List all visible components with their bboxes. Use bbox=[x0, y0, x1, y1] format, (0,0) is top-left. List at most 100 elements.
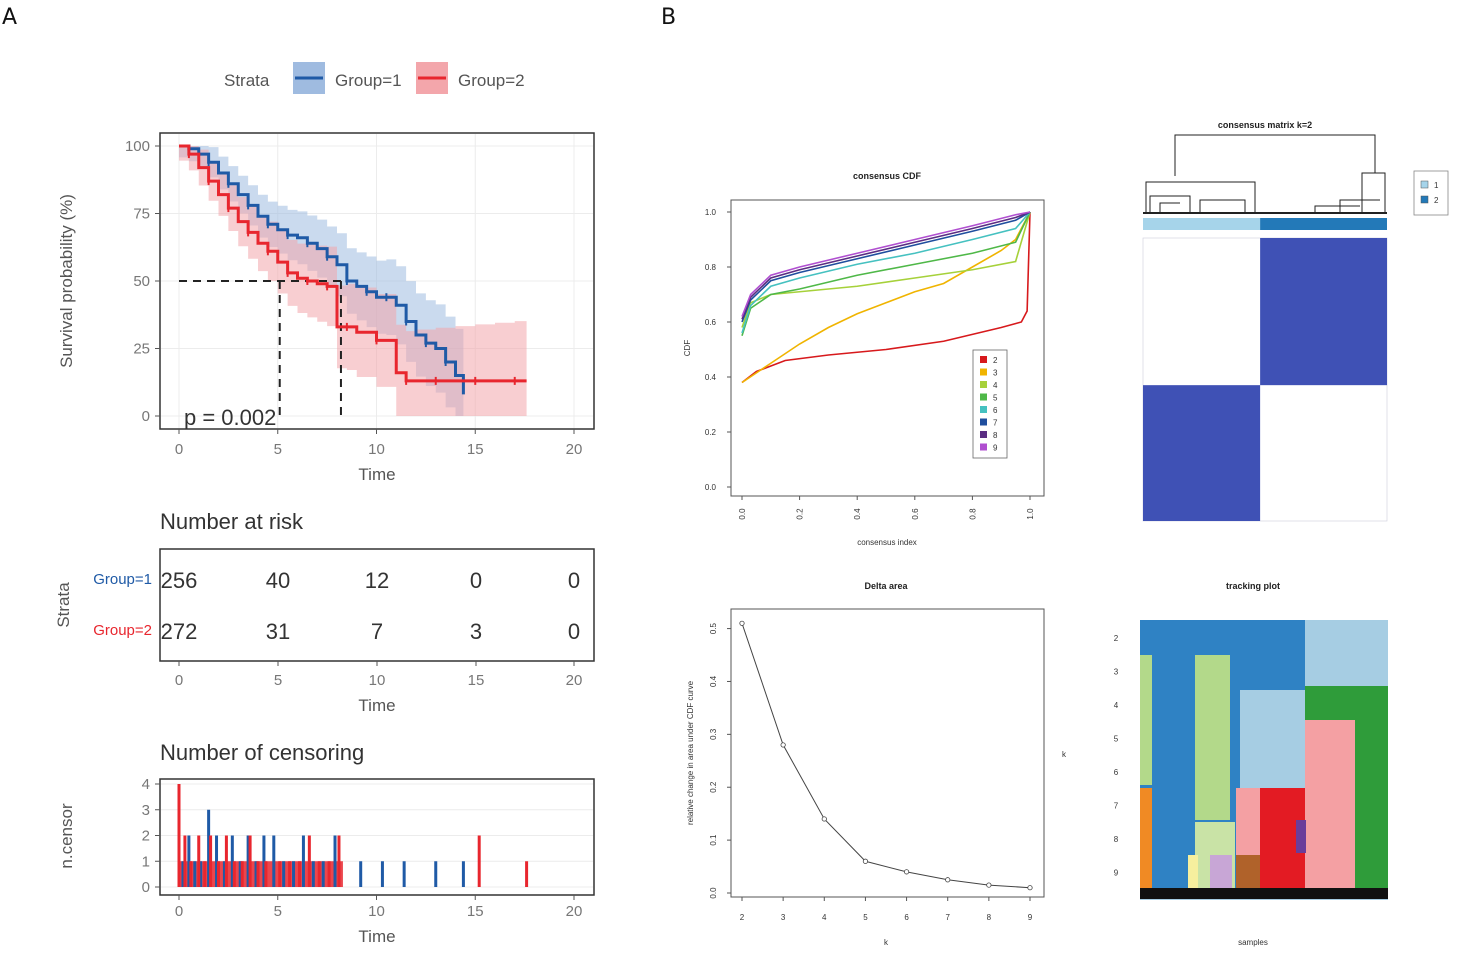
censor-bar-group2 bbox=[264, 861, 268, 887]
cdf-legend-label: 3 bbox=[993, 369, 998, 378]
censor-bar-group1 bbox=[380, 861, 384, 887]
matrix-legend-label-1: 1 bbox=[1434, 181, 1439, 190]
cdf-legend-swatch bbox=[980, 431, 987, 438]
risk-cell: 7 bbox=[371, 619, 383, 644]
censor-bar-group2 bbox=[327, 861, 331, 887]
km-ytick-label: 100 bbox=[125, 138, 150, 155]
censor-bar-group2 bbox=[232, 861, 236, 887]
cdf-legend-swatch bbox=[980, 406, 987, 413]
cdf-title: consensus CDF bbox=[853, 171, 922, 181]
delta-xtick-label: 6 bbox=[904, 913, 909, 922]
censor-ytick-label: 2 bbox=[142, 828, 150, 845]
cdf-legend-swatch bbox=[980, 381, 987, 388]
delta-ytick-label: 0.1 bbox=[709, 834, 718, 846]
cdf-curve-k6 bbox=[741, 211, 1031, 334]
censor-xtick-label: 0 bbox=[175, 903, 183, 920]
delta-ylabel: relative change in area under CDF curve bbox=[686, 680, 695, 825]
tracking-row-label: 7 bbox=[1114, 802, 1119, 811]
delta-xticks: 2 3 4 5 6 7 8 9 bbox=[740, 897, 1033, 922]
cdf-legend-swatch bbox=[980, 393, 987, 401]
censor-bar-group2 bbox=[278, 861, 282, 887]
risk-cell: 40 bbox=[266, 568, 290, 593]
km-curve-group1 bbox=[179, 144, 465, 395]
km-xtick-label: 10 bbox=[368, 441, 385, 458]
risk-table-title: Number at risk bbox=[160, 509, 304, 534]
risk-row-label: Group=1 bbox=[93, 571, 152, 588]
legend-label-group1: Group=1 bbox=[335, 71, 402, 90]
cdf-ytick-label: 0.6 bbox=[705, 318, 717, 327]
delta-xtick-label: 9 bbox=[1028, 913, 1033, 922]
dendro-root bbox=[1174, 134, 1376, 176]
delta-point bbox=[945, 877, 951, 883]
delta-ytick-label: 0.4 bbox=[709, 675, 718, 687]
risk-xtick-label: 10 bbox=[369, 672, 386, 689]
cdf-plot: consensus CDF 0.0 0.2 0.4 0.6 0.8 1.0 0.00.20… bbox=[683, 171, 1045, 547]
delta-ytick-label: 0.0 bbox=[709, 887, 718, 899]
km-curve-group2 bbox=[179, 144, 527, 383]
censor-bar-group1 bbox=[246, 835, 250, 887]
cdf-xtick-label: 0.4 bbox=[853, 508, 862, 520]
risk-cell: 272 bbox=[161, 619, 198, 644]
delta-area-plot: Delta area 2 3 4 5 6 7 8 9 0.0 0.1 0.2 0.3 0.4 0.5 k… bbox=[686, 581, 1045, 947]
censor-bar-group2 bbox=[337, 835, 341, 887]
censor-bar-group1 bbox=[193, 861, 197, 887]
tracking-xlabel: samples bbox=[1238, 938, 1268, 947]
tracking-row-label: 2 bbox=[1114, 634, 1119, 643]
tracking-title: tracking plot bbox=[1226, 581, 1280, 591]
cdf-xlabel: consensus index bbox=[857, 538, 917, 547]
censor-bar-group2 bbox=[256, 861, 260, 887]
censor-bar-group1 bbox=[222, 861, 226, 887]
censor-bar-group2 bbox=[307, 835, 311, 887]
censor-bar-group1 bbox=[311, 861, 315, 887]
cdf-ytick-label: 1.0 bbox=[705, 208, 717, 217]
delta-ytick-label: 0.2 bbox=[709, 781, 718, 793]
risk-xtick-label: 20 bbox=[566, 672, 583, 689]
cdf-curve-k3 bbox=[741, 211, 1031, 384]
censor-xtick-label: 10 bbox=[368, 903, 385, 920]
consensus-matrix: consensus matrix k=2 1 2 bbox=[1142, 120, 1449, 522]
delta-title: Delta area bbox=[864, 581, 908, 591]
censor-bar-group1 bbox=[333, 835, 337, 887]
risk-cell: 0 bbox=[568, 619, 580, 644]
cdf-xtick-label: 0.2 bbox=[796, 508, 805, 520]
delta-xtick-label: 5 bbox=[863, 913, 868, 922]
censor-bar-group2 bbox=[477, 835, 481, 887]
cdf-ytick-label: 0.2 bbox=[705, 428, 717, 437]
censor-yticks: 0 1 2 3 4 bbox=[142, 776, 160, 896]
km-xlabel: Time bbox=[358, 465, 395, 484]
censor-bar-group1 bbox=[181, 861, 185, 887]
risk-xtick-label: 5 bbox=[274, 672, 282, 689]
tracking-bands bbox=[1140, 620, 1388, 900]
delta-xlabel: k bbox=[884, 938, 889, 947]
censor-xticks: 0 5 10 15 20 bbox=[175, 895, 582, 920]
delta-line bbox=[739, 620, 1033, 891]
risk-cells: Group=1 256 40 12 0 0 Group=2 272 31 7 3 0 bbox=[93, 568, 580, 644]
censor-bar-group2 bbox=[288, 861, 292, 887]
delta-point bbox=[862, 858, 869, 864]
delta-point bbox=[780, 742, 786, 748]
matrix-legend-swatch-2 bbox=[1420, 195, 1429, 204]
km-legend-title: Strata bbox=[224, 71, 270, 90]
legend-label-group2: Group=2 bbox=[458, 71, 525, 90]
tracking-brown-strip bbox=[1236, 855, 1260, 888]
delta-point bbox=[1027, 885, 1033, 891]
censor-bar-group1 bbox=[254, 861, 258, 887]
censor-bar-group2 bbox=[297, 861, 301, 887]
delta-ytick-label: 0.3 bbox=[709, 728, 718, 740]
matrix-dendrogram bbox=[1145, 134, 1386, 212]
cdf-legend-label: 5 bbox=[993, 394, 998, 403]
delta-point bbox=[986, 882, 992, 888]
cdf-legend-box bbox=[972, 349, 1008, 459]
cdf-xtick-label: 0.0 bbox=[738, 508, 747, 520]
censor-bar-group1 bbox=[402, 861, 406, 887]
censor-bar-group2 bbox=[248, 835, 252, 887]
tracking-row-label: 8 bbox=[1114, 835, 1119, 844]
censor-ytick-label: 1 bbox=[142, 853, 150, 870]
cdf-legend-label: 9 bbox=[993, 444, 998, 453]
cdf-ytick-label: 0.8 bbox=[705, 263, 717, 272]
matrix-cluster-bar-2 bbox=[1260, 218, 1387, 230]
cdf-legend-swatch bbox=[980, 443, 987, 451]
tracking-orange-strip bbox=[1140, 788, 1152, 888]
censor-bar-group2 bbox=[525, 861, 529, 887]
